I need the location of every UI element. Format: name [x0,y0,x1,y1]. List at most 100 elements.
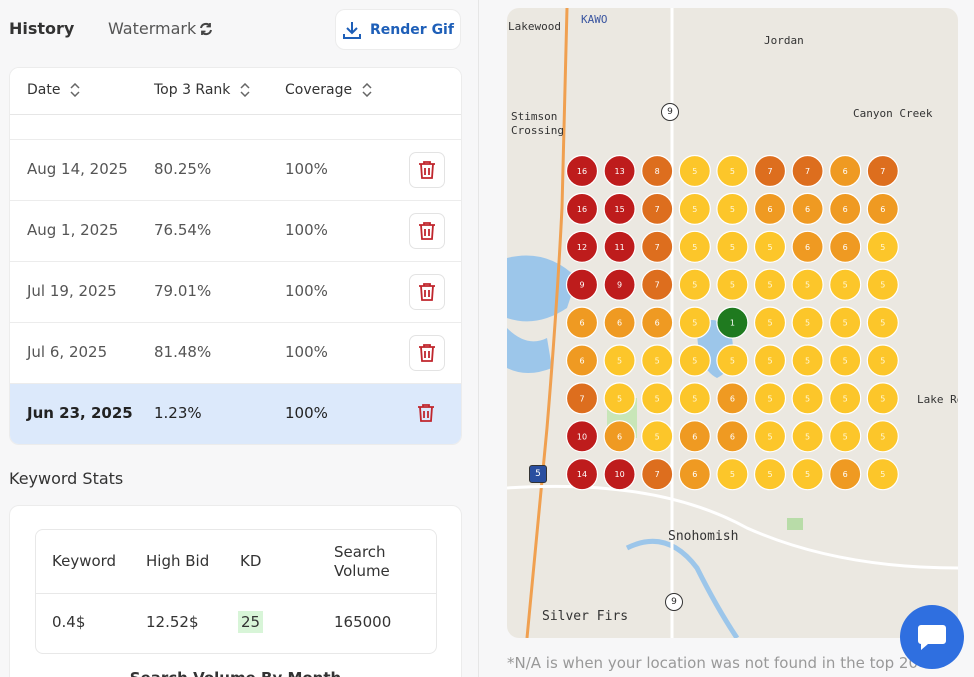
rank-pin[interactable]: 5 [641,344,674,377]
rank-pin[interactable]: 6 [753,192,787,225]
table-row[interactable]: Jun 23, 2025 1.23% 100% [10,384,461,444]
rank-pin[interactable]: 5 [753,344,787,377]
rank-pin[interactable]: 16 [565,154,599,188]
rank-pin[interactable]: 5 [829,268,862,301]
rank-pin[interactable]: 7 [753,154,787,188]
rank-label: 5 [730,205,735,214]
rank-pin[interactable]: 7 [791,154,824,188]
rank-pin[interactable]: 10 [603,458,636,491]
delete-button[interactable] [409,396,443,430]
delete-button[interactable] [409,152,445,188]
rank-pin[interactable]: 5 [866,382,899,415]
rank-pin[interactable]: 5 [791,268,824,301]
rank-pin[interactable]: 5 [678,230,711,263]
rank-pin[interactable]: 6 [829,230,862,263]
rank-pin[interactable]: 5 [678,344,711,377]
column-header[interactable]: Date [27,82,80,98]
rank-pin[interactable]: 5 [753,420,787,453]
rank-pin[interactable]: 5 [716,154,749,188]
rank-pin[interactable]: 7 [641,192,674,225]
rank-pin[interactable]: 5 [829,306,862,339]
rank-pin[interactable]: 5 [678,192,711,225]
chat-button[interactable] [900,605,964,669]
rank-pin[interactable]: 5 [866,344,899,377]
rank-pin[interactable]: 12 [565,230,599,263]
refresh-icon[interactable] [198,21,214,37]
rank-pin[interactable]: 6 [565,344,599,377]
render-gif-button[interactable]: Render Gif [335,9,461,50]
rank-pin[interactable]: 5 [866,306,899,339]
rank-pin[interactable]: 9 [565,268,599,301]
rank-pin[interactable]: 5 [603,382,636,415]
delete-button[interactable] [409,335,445,371]
rank-pin[interactable]: 5 [791,344,824,377]
table-row[interactable]: Jul 19, 2025 79.01% 100% [10,262,461,323]
rank-pin[interactable]: 11 [603,230,636,263]
rank-pin[interactable]: 5 [753,458,787,491]
rank-pin[interactable]: 6 [678,420,711,453]
rank-pin[interactable]: 5 [753,382,787,415]
rank-pin[interactable]: 5 [791,306,824,339]
rank-pin[interactable]: 5 [753,268,787,301]
rank-pin[interactable]: 14 [565,458,599,491]
rank-pin[interactable]: 6 [866,192,899,225]
rank-pin[interactable]: 16 [565,192,599,225]
rank-label: 16 [577,205,587,214]
rank-pin[interactable]: 5 [641,420,674,453]
rank-pin[interactable]: 5 [866,268,899,301]
rank-pin[interactable]: 6 [829,192,862,225]
rank-pin[interactable]: 7 [866,154,899,188]
rank-pin[interactable]: 6 [603,420,636,453]
rank-pin[interactable]: 5 [678,268,711,301]
rank-pin[interactable]: 5 [678,306,711,339]
rank-pin[interactable]: 5 [791,420,824,453]
rank-pin[interactable]: 6 [716,420,749,453]
table-row[interactable]: Aug 1, 2025 76.54% 100% [10,201,461,262]
rank-pin[interactable]: 6 [716,382,749,415]
rank-pin[interactable]: 5 [829,344,862,377]
rank-pin[interactable]: 5 [641,382,674,415]
rank-pin[interactable]: 6 [678,458,711,491]
rank-pin[interactable]: 5 [678,154,711,188]
delete-button[interactable] [409,274,445,310]
column-header[interactable]: Coverage [285,82,372,98]
rank-pin[interactable]: 5 [791,382,824,415]
rank-pin[interactable]: 5 [866,230,899,263]
rank-pin[interactable]: 8 [641,154,674,188]
rank-pin[interactable]: 13 [603,154,636,188]
rank-pin[interactable]: 6 [791,192,824,225]
rank-pin[interactable]: 5 [716,344,749,377]
rank-pin[interactable]: 5 [716,458,749,491]
rank-pin[interactable]: 5 [866,458,899,491]
rank-pin[interactable]: 6 [829,154,862,188]
table-row[interactable]: Jul 6, 2025 81.48% 100% [10,323,461,384]
rank-pin[interactable]: 6 [641,306,674,339]
rank-pin[interactable]: 5 [716,268,749,301]
rank-pin[interactable]: 5 [716,192,749,225]
rank-pin[interactable]: 5 [716,230,749,263]
rank-pin[interactable]: 5 [753,306,787,339]
delete-button[interactable] [409,213,445,249]
rank-pin[interactable]: 7 [565,382,599,415]
rank-pin[interactable]: 5 [603,344,636,377]
rank-pin[interactable]: 6 [791,230,824,263]
rank-pin[interactable]: 6 [829,458,862,491]
rank-pin[interactable]: 6 [565,306,599,339]
rank-pin[interactable]: 5 [791,458,824,491]
rank-pin[interactable]: 15 [603,192,636,225]
rank-pin[interactable]: 5 [753,230,787,263]
column-header[interactable]: Top 3 Rank [154,82,250,98]
rank-pin[interactable]: 1 [716,306,749,339]
rank-pin[interactable]: 7 [641,230,674,263]
rank-pin[interactable]: 7 [641,268,674,301]
rank-pin[interactable]: 7 [641,458,674,491]
rank-pin[interactable]: 5 [829,382,862,415]
rank-pin[interactable]: 6 [603,306,636,339]
rank-pin[interactable]: 9 [603,268,636,301]
rank-pin[interactable]: 5 [866,420,899,453]
table-row[interactable]: Aug 14, 2025 80.25% 100% [10,140,461,201]
table-cell: 76.54% [154,221,212,239]
rank-pin[interactable]: 10 [565,420,599,453]
rank-pin[interactable]: 5 [829,420,862,453]
rank-pin[interactable]: 5 [678,382,711,415]
